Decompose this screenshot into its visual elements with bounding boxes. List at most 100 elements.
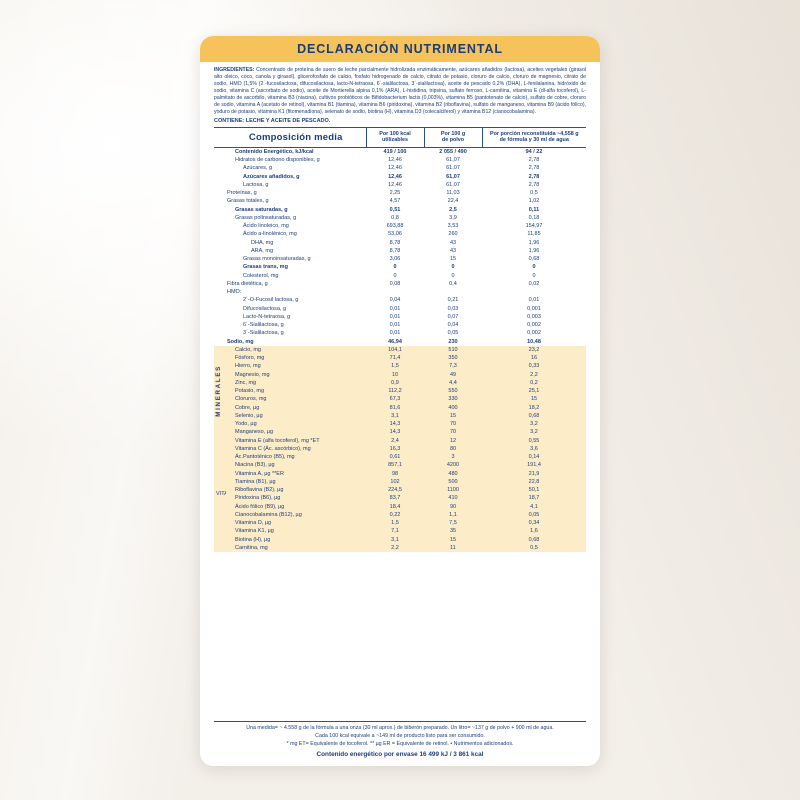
row-value-per-portion: 0,33 (482, 362, 586, 371)
row-value-per-100kcal: 0,08 (389, 280, 401, 287)
row-value-per-portion: 50,1 (482, 486, 586, 495)
row-value-per-100kcal: 98 (366, 469, 424, 478)
row-value-per-100g: 2,5 (449, 206, 457, 213)
row-label: Hidratos de carbono disponibles, g (235, 157, 320, 164)
table-row: Vitamina D, µg1,57,50,34 (214, 519, 586, 528)
row-value-per-100g: 3 (424, 453, 482, 462)
footer-energy-total: Contenido energético por envase 16 499 k… (316, 751, 484, 759)
row-label: Sodio, mg (227, 338, 254, 345)
row-value-per-100g: 4,4 (424, 378, 482, 388)
row-value-per-100g: 43 (449, 239, 457, 246)
row-value-per-portion: 0,68 (528, 256, 540, 263)
allergen-statement: CONTIENE: LECHE Y ACEITE DE PESCADO. (214, 118, 331, 124)
row-value-per-100kcal: 67,3 (366, 395, 424, 404)
table-row: Grasas totales, g 4,57 22,4 1,02 (214, 197, 586, 205)
row-value-per-100kcal: 0,22 (366, 510, 424, 520)
header-composition: Composición media (226, 127, 367, 148)
row-value-per-portion: 0,003 (527, 313, 541, 320)
row-value-per-100kcal: 0,9 (366, 378, 424, 388)
row-label: Contenido Energético, kJ/kcal (235, 148, 314, 155)
table-row: Grasas polinsaturadas, g 0,8 3,9 0,18 (214, 214, 586, 222)
row-value-per-portion: 0,001 (527, 305, 541, 312)
header-per-100kcal-line1: Por 100 kcal (379, 131, 411, 137)
row-value-per-100kcal: 112,2 (366, 387, 424, 396)
row-label: HMO: (227, 289, 242, 296)
header-per-portion-line1: Por porción reconstituida ~4,558 g (489, 131, 579, 137)
row-value-per-100kcal: 8,78 (389, 239, 401, 246)
row-label: Ácido a-linolénico, mg (243, 231, 297, 238)
row-value-per-portion: 0,68 (482, 411, 586, 421)
row-band-spacer (214, 147, 226, 156)
row-label: Manganeso, µg (226, 428, 366, 437)
row-value-per-portion: 11,85 (527, 231, 541, 238)
row-band-spacer (214, 305, 226, 313)
row-value-per-100g: 15 (424, 411, 482, 421)
row-value-per-100g: 230 (448, 338, 458, 345)
row-value-per-100g: 11 (424, 543, 482, 553)
row-value-per-portion: 1,02 (528, 198, 540, 205)
row-label: Grasas trans, mg (243, 264, 288, 271)
row-value-per-100g: 70 (424, 420, 482, 429)
table-row: Azúcares, g 12,46 61,07 2,78 (214, 164, 586, 172)
row-band-spacer (214, 214, 226, 222)
row-value-per-portion: 21,9 (482, 469, 586, 478)
row-value-per-100g: 22,4 (447, 198, 459, 205)
row-value-per-portion: 15 (482, 395, 586, 404)
row-value-per-100kcal: 46,94 (388, 338, 402, 345)
row-label: Azúcares añadidos, g (243, 173, 300, 180)
table-row: Hierro, mg1,57,30,33 (214, 362, 586, 371)
row-band-spacer (214, 338, 226, 346)
row-label: Niacina (B3), µg (226, 461, 366, 470)
row-value-per-100kcal: 0,51 (389, 206, 401, 213)
row-value-per-100g: 61,07 (446, 157, 460, 164)
row-value-per-100g: 3,53 (447, 223, 459, 230)
row-value-per-100kcal: 8,78 (389, 247, 401, 254)
row-value-per-100g: 15 (424, 535, 482, 544)
table-row: HMO: (214, 288, 586, 296)
row-value-per-100kcal: 0,61 (366, 453, 424, 462)
row-label: Cianocobalamina (B12), µg (226, 510, 366, 520)
row-band-spacer (214, 189, 226, 197)
band-minerales: MINERALES (214, 345, 226, 437)
row-value-per-portion: 18,7 (482, 494, 586, 503)
row-label: Difucosilactosa, g (226, 305, 366, 313)
row-value-per-100kcal: 12,46 (388, 157, 402, 164)
row-value-per-100kcal: 0,8 (391, 214, 399, 221)
row-value-per-100kcal: 2,2 (366, 543, 424, 553)
row-value-per-100kcal: 14,3 (366, 420, 424, 429)
row-value-per-100kcal: 0,01 (389, 305, 401, 312)
row-value-per-portion: 0,18 (528, 214, 540, 221)
row-value-per-100g: 61,07 (446, 181, 460, 188)
table-row: Cianocobalamina (B12), µg0,221,10,05 (214, 510, 586, 520)
row-band-spacer (214, 321, 226, 329)
row-value-per-portion: 0,002 (527, 330, 541, 337)
row-label: Calcio, mg (226, 345, 366, 355)
row-value-per-100g: 7,3 (424, 362, 482, 371)
row-value-per-100g: 61,07 (446, 173, 460, 180)
row-value-per-portion: 2,78 (528, 157, 540, 164)
row-label: Fósforo, mg (226, 354, 366, 363)
ingredients-text: Concentrado de proteína de suero de lech… (214, 67, 586, 115)
row-value-per-portion (482, 288, 586, 296)
row-value-per-100g: 49 (424, 370, 482, 379)
row-value-per-portion: 16 (482, 354, 586, 363)
row-label: Cloruros, mg (226, 395, 366, 404)
row-value-per-100g: 2 055 / 490 (439, 148, 467, 155)
row-label: Ácido linoleico, mg (243, 223, 289, 230)
table-row: ARA, mg 8,78 43 1,96 (214, 247, 586, 255)
row-value-per-100kcal: 0,04 (389, 297, 401, 304)
row-value-per-100g (424, 288, 482, 296)
table-row: Difucosilactosa, g 0,01 0,03 0,001 (214, 305, 586, 313)
row-value-per-portion: 0,002 (527, 322, 541, 329)
table-body: Contenido Energético, kJ/kcal 419 / 100 2 … (214, 147, 586, 553)
row-value-per-100g: 61,07 (446, 165, 460, 172)
